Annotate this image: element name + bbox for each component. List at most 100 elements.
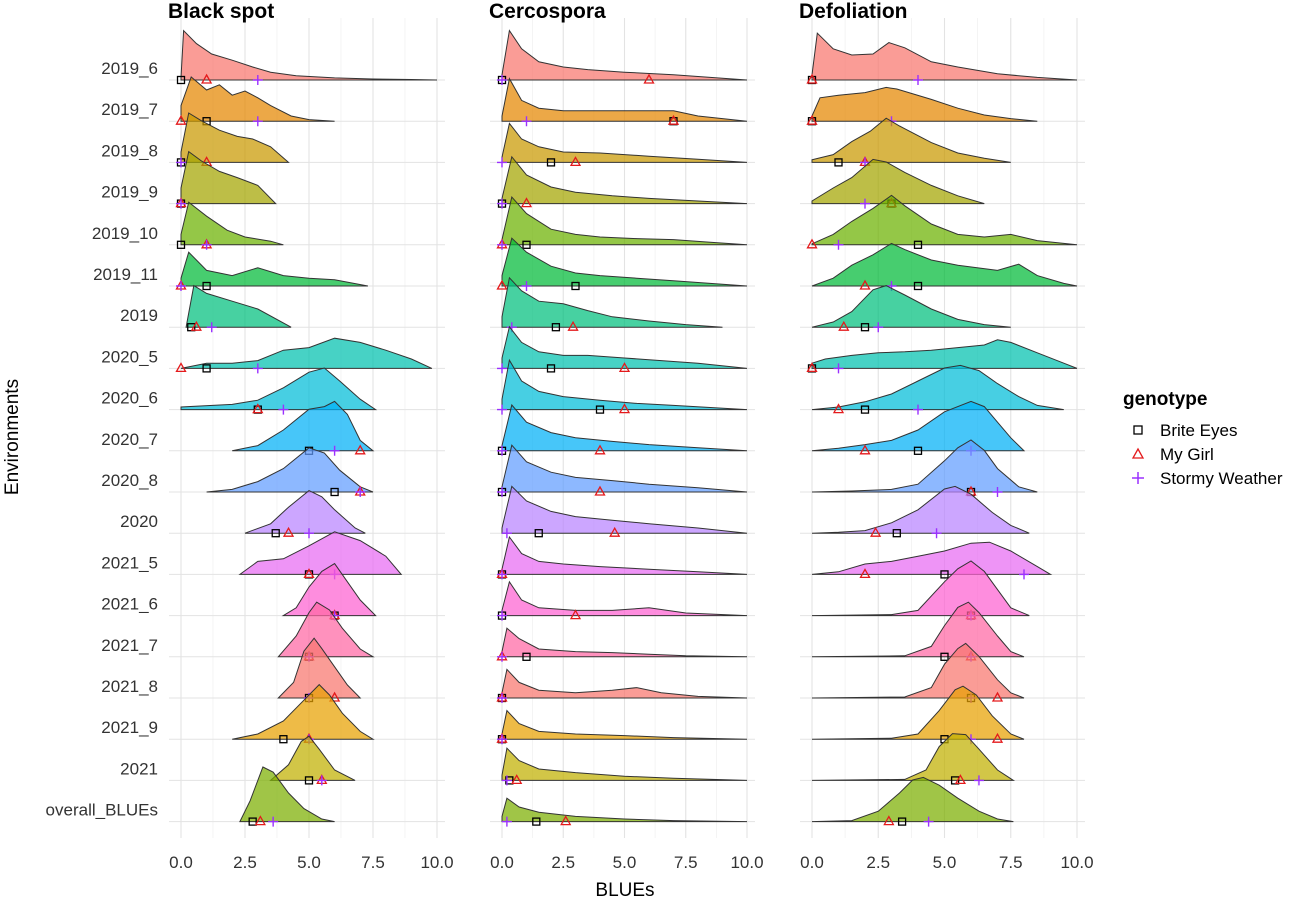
y-label-2019-7: 2019_7: [101, 100, 158, 119]
point-my-girl: [667, 114, 680, 125]
point-my-girl: [618, 362, 631, 373]
ridge-2021-8: [811, 642, 1025, 699]
point-stormy-weather: [1019, 569, 1029, 580]
y-label-2021-9: 2021_9: [101, 718, 158, 737]
point-brite-eyes: [522, 652, 531, 661]
ridge-2019-6: [180, 29, 438, 81]
point-my-girl: [806, 238, 818, 249]
point-brite-eyes: [176, 75, 186, 85]
point-my-girl: [254, 815, 266, 826]
point-brite-eyes: [897, 817, 907, 826]
point-my-girl: [883, 815, 895, 826]
ridge-overall-blues: [239, 766, 335, 823]
ridge-2019: [501, 276, 723, 328]
x-tick-label: 2.5: [866, 853, 890, 872]
point-brite-eyes: [860, 323, 870, 332]
x-tick-label: 7.5: [674, 853, 698, 872]
legend-square-icon: [1133, 425, 1143, 435]
point-stormy-weather: [497, 198, 507, 209]
point-stormy-weather: [304, 528, 314, 539]
x-tick-label: 10.0: [1060, 853, 1093, 872]
point-stormy-weather: [501, 528, 512, 539]
x-tick-label: 0.0: [800, 853, 824, 872]
y-label-2020: 2020: [120, 512, 158, 531]
ridge-2021: [269, 735, 356, 781]
x-tick-label: 7.5: [361, 853, 385, 872]
point-brite-eyes: [913, 446, 923, 455]
ridge-2019-8: [501, 122, 748, 163]
ridge-2021-6: [811, 560, 1030, 617]
ridge-2020-6: [180, 367, 378, 411]
ridge-2019-8: [811, 117, 1011, 163]
x-tick-label: 5.0: [613, 853, 637, 872]
point-brite-eyes: [248, 817, 257, 826]
ridge-2020: [501, 485, 748, 534]
point-brite-eyes: [940, 570, 949, 579]
point-my-girl: [594, 485, 606, 496]
point-my-girl: [328, 691, 341, 702]
ridge-2019-11: [811, 242, 1078, 287]
point-my-girl: [520, 197, 533, 208]
ridge-2019-10: [180, 201, 284, 246]
x-tick-label: 7.5: [999, 853, 1023, 872]
point-stormy-weather: [278, 404, 289, 415]
ridge-2019-9: [501, 155, 748, 205]
point-stormy-weather: [931, 528, 942, 539]
panel-title: Defoliation: [799, 0, 908, 23]
point-stormy-weather: [206, 322, 217, 333]
ridge-2019-11: [501, 237, 748, 287]
ridge-2021-5: [238, 531, 403, 575]
point-my-girl: [200, 73, 213, 84]
ridge-2021-5: [501, 535, 748, 575]
point-my-girl: [303, 568, 315, 579]
point-stormy-weather: [497, 239, 507, 250]
point-my-girl: [282, 526, 295, 537]
panel-defoliation: Defoliation 0.0 2.5 5.0 7.5 10.0: [799, 0, 1094, 872]
ridge-2020: [244, 490, 366, 534]
x-tick-label: 2.5: [233, 853, 257, 872]
point-brite-eyes: [571, 281, 580, 291]
point-stormy-weather: [860, 198, 870, 209]
point-stormy-weather: [497, 651, 507, 662]
point-stormy-weather: [913, 75, 923, 85]
point-brite-eyes: [595, 405, 605, 414]
legend-triangle-icon: [1131, 447, 1145, 459]
point-stormy-weather: [176, 281, 186, 291]
panel-title: Cercospora: [489, 0, 606, 23]
y-label-2019: 2019: [120, 306, 158, 325]
y-label-2020-7: 2020_7: [101, 430, 158, 449]
point-my-girl: [991, 691, 1004, 702]
point-my-girl: [954, 774, 967, 785]
point-stormy-weather: [355, 487, 366, 497]
point-stormy-weather: [201, 239, 212, 250]
point-brite-eyes: [534, 529, 543, 538]
ridge-2019: [811, 285, 1011, 328]
point-brite-eyes: [940, 652, 949, 661]
point-stormy-weather: [268, 816, 279, 827]
point-my-girl: [806, 362, 818, 373]
ridge-2021-9: [811, 685, 1025, 740]
point-stormy-weather: [497, 445, 507, 456]
ridge-2021: [501, 747, 748, 781]
point-stormy-weather: [992, 487, 1003, 497]
point-stormy-weather: [873, 322, 884, 333]
point-stormy-weather: [521, 116, 532, 127]
x-tick-label: 10.0: [420, 853, 453, 872]
y-label-2021: 2021: [120, 759, 158, 778]
point-my-girl: [806, 114, 818, 125]
y-label-2021-5: 2021_5: [101, 553, 158, 572]
point-brite-eyes: [330, 487, 339, 497]
ridge-2020-7: [811, 400, 1026, 452]
ridge-2021-9: [501, 709, 748, 740]
point-my-girl: [806, 73, 818, 84]
point-brite-eyes: [913, 281, 923, 291]
point-my-girl: [569, 156, 582, 167]
point-my-girl: [175, 114, 187, 125]
y-label-2019-10: 2019_10: [92, 224, 158, 243]
point-brite-eyes: [304, 776, 314, 785]
point-stormy-weather: [497, 610, 507, 621]
ridge-2020-7: [501, 403, 748, 452]
point-stormy-weather: [913, 404, 923, 415]
point-my-girl: [252, 403, 264, 414]
